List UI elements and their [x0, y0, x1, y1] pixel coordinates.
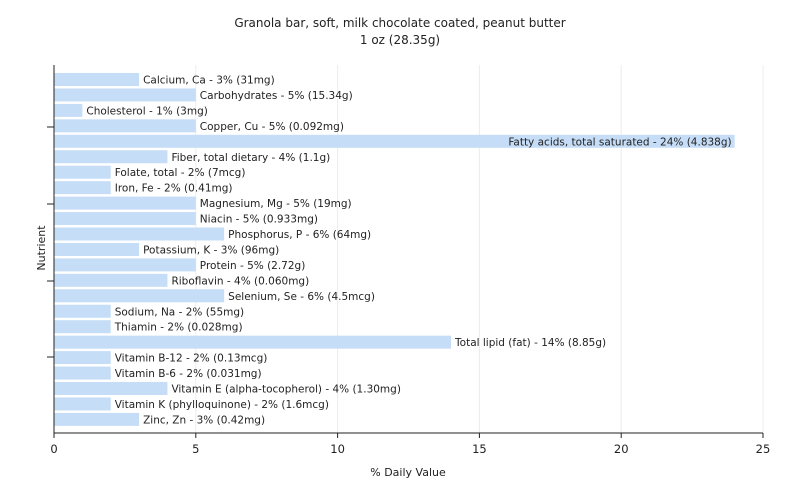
x-tick-labels: 0 5 10 15 20 25: [50, 433, 770, 456]
chart-subtitle: 1 oz (28.35g): [360, 33, 440, 47]
bar-label: Iron, Fe - 2% (0.41mg): [115, 183, 233, 195]
bar: [54, 382, 168, 395]
bar: [54, 196, 196, 210]
bar-label: Vitamin E (alpha-tocopherol) - 4% (1.30m…: [171, 384, 401, 396]
bar: [54, 289, 225, 303]
bar-label: Fiber, total dietary - 4% (1.1g): [171, 152, 330, 164]
bar-label: Folate, total - 2% (7mcg): [115, 167, 246, 179]
x-tick-label: 0: [50, 442, 57, 456]
bar-label: Copper, Cu - 5% (0.092mg): [200, 121, 344, 133]
bar: [54, 119, 196, 133]
bar-label: Potassium, K - 3% (96mg): [143, 244, 279, 256]
bar-label: Cholesterol - 1% (3mg): [86, 105, 208, 117]
bars: Calcium, Ca - 3% (31mg) Carbohydrates - 5…: [54, 73, 735, 426]
bar: [54, 273, 168, 287]
bar: [54, 181, 111, 195]
bar: [54, 351, 111, 365]
bar-label: Selenium, Se - 6% (4.5mcg): [228, 291, 375, 303]
bar-label: Protein - 5% (2.72g): [200, 260, 306, 272]
x-axis-title: % Daily Value: [370, 466, 446, 479]
bar: [54, 227, 225, 241]
x-tick-label: 10: [330, 442, 345, 456]
bar: [54, 73, 140, 86]
bar-label: Niacin - 5% (0.933mg): [200, 214, 318, 226]
bar-label: Thiamin - 2% (0.028mg): [114, 322, 243, 334]
bar-label: Carbohydrates - 5% (15.34g): [200, 90, 353, 102]
bar: [54, 212, 196, 226]
bar-label: Total lipid (fat) - 14% (8.85g): [454, 337, 606, 349]
bar-label: Phosphorus, P - 6% (64mg): [228, 229, 371, 241]
bar-label: Fatty acids, total saturated - 24% (4.83…: [508, 136, 731, 148]
x-tick-label: 25: [756, 442, 771, 456]
bar: [54, 304, 111, 318]
bar-label: Vitamin B-12 - 2% (0.13mcg): [115, 353, 268, 365]
bar: [54, 103, 83, 117]
bar-label: Vitamin K (phylloquinone) - 2% (1.6mcg): [115, 399, 329, 411]
x-tick-label: 5: [192, 442, 199, 456]
bar: [54, 165, 111, 179]
bar-label: Calcium, Ca - 3% (31mg): [143, 75, 275, 87]
bar-label: Magnesium, Mg - 5% (19mg): [200, 198, 352, 210]
bar-label: Sodium, Na - 2% (55mg): [115, 306, 244, 318]
bar: [54, 366, 111, 380]
bar: [54, 242, 140, 256]
bar-label: Vitamin B-6 - 2% (0.031mg): [115, 368, 262, 380]
chart-title: Granola bar, soft, milk chocolate coated…: [234, 16, 565, 30]
bar: [54, 335, 452, 349]
bar: [54, 258, 196, 272]
x-tick-label: 15: [472, 442, 487, 456]
bar: [54, 412, 140, 426]
bar: [54, 88, 196, 102]
y-axis-title: Nutrient: [35, 225, 48, 271]
bar-label: Zinc, Zn - 3% (0.42mg): [143, 414, 265, 426]
bar: [54, 134, 735, 148]
x-tick-label: 20: [614, 442, 629, 456]
bar: [54, 397, 111, 411]
bar: [54, 320, 111, 334]
axes: [47, 65, 763, 434]
bar: [54, 150, 168, 164]
bar-label: Riboflavin - 4% (0.060mg): [171, 275, 309, 287]
gridlines: [195, 65, 764, 433]
